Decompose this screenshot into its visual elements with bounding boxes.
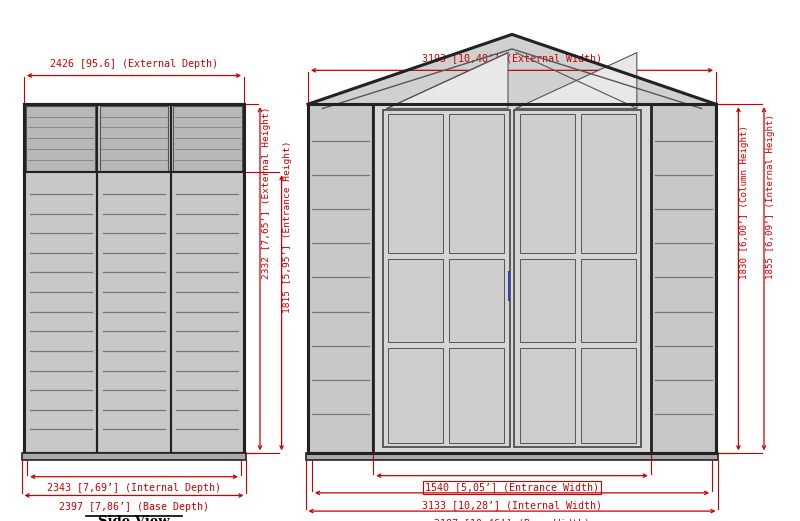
Bar: [24, 104, 244, 453]
Text: 1815 [5,95’] (Entrance Height): 1815 [5,95’] (Entrance Height): [283, 140, 293, 313]
Bar: [581, 259, 635, 342]
Bar: [520, 348, 575, 443]
Text: 3133 [10,28’] (Internal Width): 3133 [10,28’] (Internal Width): [422, 500, 602, 510]
Bar: [520, 114, 575, 253]
Polygon shape: [387, 53, 508, 108]
Bar: [449, 114, 504, 253]
Bar: [24, 104, 98, 453]
Text: 1830 [6,00’] (Column Height): 1830 [6,00’] (Column Height): [740, 125, 750, 279]
Bar: [308, 104, 374, 453]
Bar: [24, 104, 244, 453]
Text: 1540 [5,05’] (Entrance Width): 1540 [5,05’] (Entrance Width): [425, 482, 599, 492]
Text: 1855 [6,09’] (Internal Height): 1855 [6,09’] (Internal Height): [766, 114, 775, 279]
Bar: [374, 104, 650, 453]
Bar: [98, 104, 170, 453]
Bar: [581, 348, 635, 443]
Bar: [308, 104, 716, 453]
Bar: [22, 453, 246, 460]
Bar: [26, 106, 95, 171]
Bar: [389, 348, 443, 443]
Text: 2343 [7,69’] (Internal Depth): 2343 [7,69’] (Internal Depth): [47, 483, 221, 493]
Bar: [389, 259, 443, 342]
Bar: [308, 104, 374, 453]
Bar: [306, 453, 718, 460]
Bar: [650, 104, 716, 453]
Text: 3187 [10,46’] (Base Width): 3187 [10,46’] (Base Width): [434, 518, 590, 521]
Bar: [514, 110, 641, 447]
Text: 3193 [10,48’] (External Width): 3193 [10,48’] (External Width): [422, 54, 602, 64]
Bar: [374, 104, 650, 453]
Text: 2426 [95.6] (External Depth): 2426 [95.6] (External Depth): [50, 59, 218, 69]
Text: 2332 [7,65’] (External Height): 2332 [7,65’] (External Height): [262, 106, 271, 279]
Bar: [650, 104, 716, 453]
Bar: [383, 110, 510, 447]
Bar: [520, 259, 575, 342]
Bar: [581, 114, 635, 253]
Polygon shape: [308, 34, 716, 104]
Bar: [100, 106, 168, 171]
Text: 2397 [7,86’] (Base Depth): 2397 [7,86’] (Base Depth): [59, 502, 209, 512]
Bar: [173, 106, 242, 171]
Bar: [389, 114, 443, 253]
Bar: [170, 104, 244, 453]
Bar: [449, 259, 504, 342]
Bar: [449, 348, 504, 443]
Polygon shape: [516, 53, 637, 108]
Text: Side View: Side View: [98, 515, 170, 521]
